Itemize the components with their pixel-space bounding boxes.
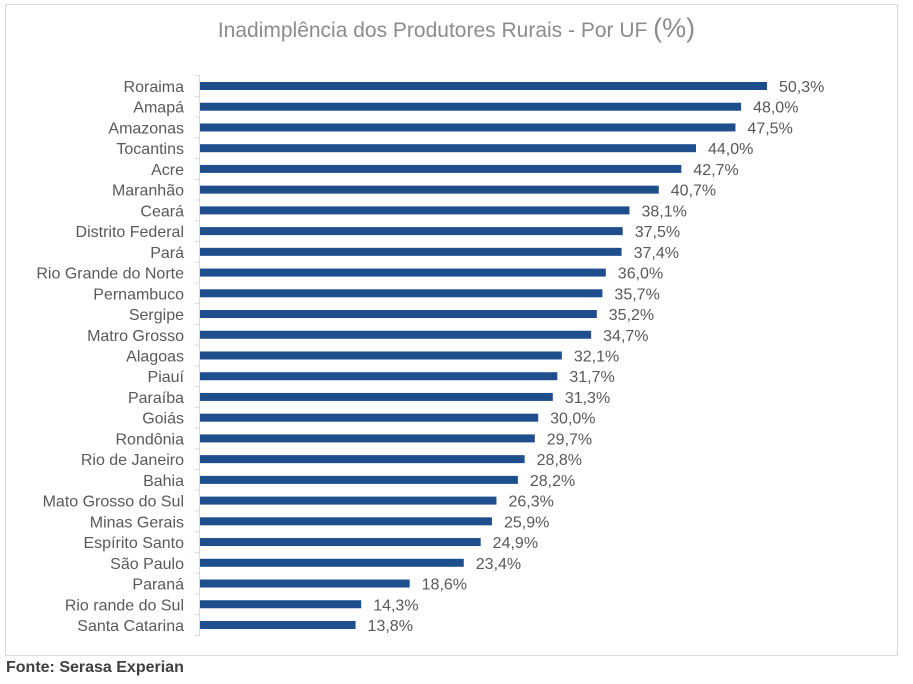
data-label: 13,8% — [368, 618, 413, 635]
category-label: Amapá — [133, 100, 184, 117]
data-bar — [200, 185, 659, 194]
data-bar — [200, 123, 736, 132]
data-label: 44,0% — [708, 141, 753, 158]
category-label: Maranhão — [112, 183, 184, 200]
data-bar — [200, 227, 623, 236]
data-label: 50,3% — [779, 79, 824, 96]
category-label: Acre — [151, 162, 184, 179]
category-label: Bahia — [143, 473, 184, 490]
chart-title: Inadimplência dos Produtores Rurais - Po… — [0, 13, 913, 44]
category-label: Santa Catarina — [77, 618, 184, 635]
category-label: Roraima — [124, 79, 185, 96]
category-label: Pernambuco — [93, 286, 184, 303]
data-label: 31,3% — [565, 390, 610, 407]
data-label: 40,7% — [671, 183, 716, 200]
data-label: 38,1% — [641, 203, 686, 220]
data-label: 36,0% — [618, 266, 663, 283]
data-label: 23,4% — [476, 556, 521, 573]
data-label: 37,5% — [635, 224, 680, 241]
chart-title-text: Inadimplência dos Produtores Rurais - Po… — [217, 19, 648, 42]
data-label: 26,3% — [508, 494, 553, 511]
data-bar — [200, 475, 518, 484]
data-label: 35,2% — [609, 307, 654, 324]
data-label: 25,9% — [504, 514, 549, 531]
category-label: Ceará — [140, 203, 184, 220]
data-label: 29,7% — [547, 431, 592, 448]
category-label: Espírito Santo — [84, 535, 185, 552]
category-label: Matro Grosso — [87, 328, 184, 345]
data-bar — [200, 164, 682, 173]
data-label: 42,7% — [693, 162, 738, 179]
data-bar — [200, 289, 603, 298]
category-label: Distrito Federal — [76, 224, 184, 241]
data-label: 37,4% — [634, 245, 679, 262]
category-label: Mato Grosso do Sul — [43, 494, 184, 511]
data-bar — [200, 392, 553, 401]
data-label: 30,0% — [550, 411, 595, 428]
category-label: Goiás — [142, 411, 184, 428]
data-bar — [200, 538, 481, 547]
data-label: 28,2% — [530, 473, 575, 490]
data-bar — [200, 268, 606, 277]
category-label: Alagoas — [126, 348, 184, 365]
category-label: Paraná — [132, 577, 184, 594]
category-label: Rondônia — [116, 431, 185, 448]
data-bar — [200, 413, 539, 422]
category-label: Minas Gerais — [90, 514, 184, 531]
data-bar — [200, 455, 525, 464]
source-note: Fonte: Serasa Experian — [6, 659, 184, 676]
data-label: 48,0% — [753, 100, 798, 117]
category-label: Amazonas — [108, 120, 184, 137]
category-label: Rio rande do Sul — [65, 597, 184, 614]
data-bar — [200, 517, 492, 526]
data-bar — [200, 600, 362, 609]
data-bar — [200, 330, 592, 339]
data-bar — [200, 102, 742, 111]
data-bar — [200, 496, 497, 505]
data-bar — [200, 144, 696, 153]
chart-frame — [5, 4, 898, 656]
data-bar — [200, 434, 535, 443]
category-label: Rio de Janeiro — [81, 452, 184, 469]
category-label: Tocantins — [116, 141, 184, 158]
category-label: Paraíba — [128, 390, 184, 407]
category-label: São Paulo — [110, 556, 184, 573]
data-label: 18,6% — [422, 577, 467, 594]
category-label: Piauí — [148, 369, 185, 386]
data-bar — [200, 351, 562, 360]
category-label: Rio Grande do Norte — [36, 266, 184, 283]
category-label: Sergipe — [129, 307, 184, 324]
data-bar — [200, 206, 630, 215]
data-bar — [200, 247, 622, 256]
data-label: 34,7% — [603, 328, 648, 345]
data-label: 28,8% — [537, 452, 582, 469]
data-bar — [200, 620, 356, 629]
category-label: Pará — [150, 245, 184, 262]
data-label: 31,7% — [569, 369, 614, 386]
data-label: 32,1% — [574, 348, 619, 365]
data-bar — [200, 82, 767, 90]
data-label: 14,3% — [373, 597, 418, 614]
data-label: 35,7% — [614, 286, 659, 303]
data-bar — [200, 310, 597, 319]
data-bar — [200, 372, 558, 381]
chart-title-unit: (%) — [653, 13, 696, 43]
data-bar — [200, 558, 464, 567]
data-label: 24,9% — [493, 535, 538, 552]
data-bar — [200, 579, 410, 588]
data-label: 47,5% — [747, 120, 792, 137]
